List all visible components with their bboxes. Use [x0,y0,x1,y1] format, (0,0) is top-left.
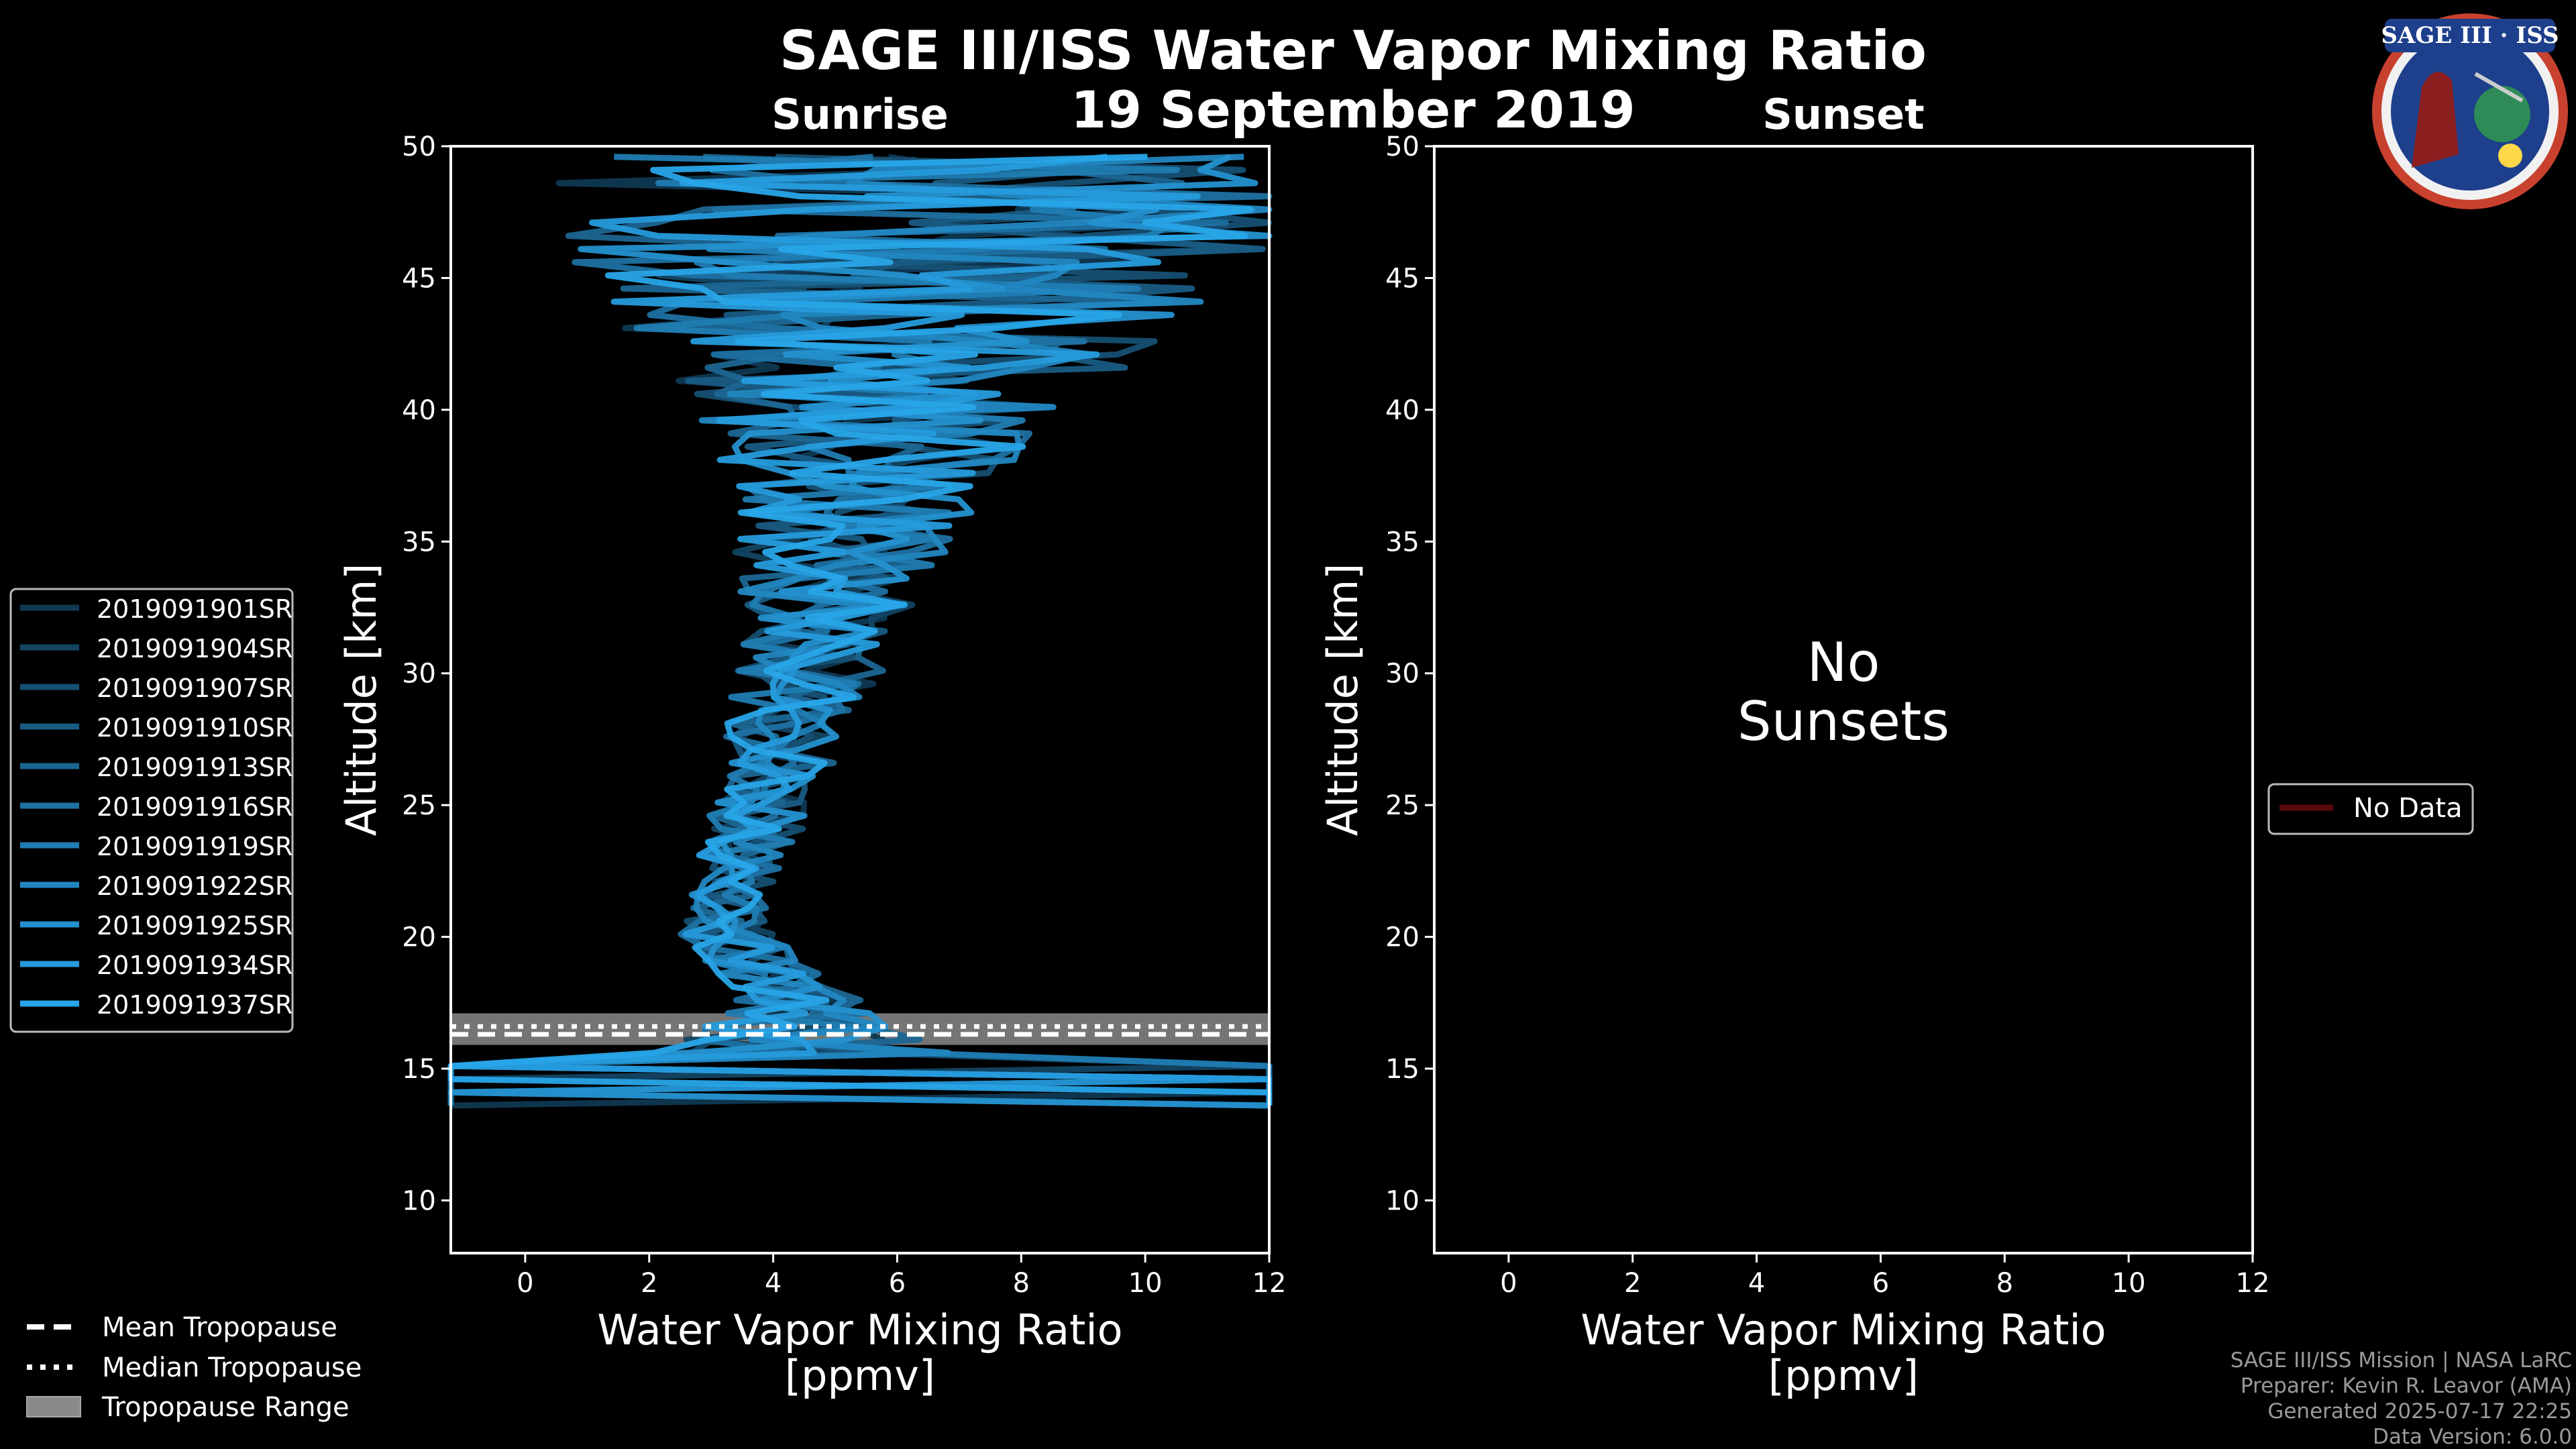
sunrise-y-tick-label: 30 [402,659,436,690]
sunset-y-tick-label: 15 [1385,1054,1419,1085]
sunset-y-tick-label: 25 [1385,790,1419,821]
sunset-y-tick-label: 40 [1385,395,1419,426]
legend-label-2019091919SR: 2019091919SR [97,832,292,861]
tropopause-range-swatch [26,1396,81,1417]
sunset-y-label: Altitude [km] [1318,564,1367,837]
sunrise-y-label: Altitude [km] [337,564,386,837]
sunrise-y-tick-label: 25 [402,790,436,821]
sunset-x-tick-label: 0 [1500,1268,1517,1299]
sunset-x-tick-label: 12 [2236,1268,2270,1299]
chart-title: SAGE III/ISS Water Vapor Mixing Ratio [780,19,1927,82]
sunrise-x-label: Water Vapor Mixing Ratio [597,1305,1122,1354]
logo-sun-shape [2498,144,2522,168]
sunset-x-tick-label: 6 [1872,1268,1889,1299]
footer-line-4: Data Version: 6.0.0 [2373,1425,2572,1449]
sunset-y-tick-label: 35 [1385,527,1419,557]
sunset-y-tick-label: 20 [1385,922,1419,953]
sunrise-subtitle: Sunrise [771,90,949,139]
sunrise-x-tick-label: 8 [1013,1268,1030,1299]
no-data-legend-label: No Data [2353,793,2463,824]
series-legend-box [9,588,294,1033]
legend-label-2019091913SR: 2019091913SR [97,753,292,782]
profile-line-2019091934SR [447,154,1273,1106]
sunset-x-tick-label: 4 [1748,1268,1765,1299]
sunset-plot-frame [1433,145,2254,1254]
legend-label-2019091901SR: 2019091901SR [97,594,292,624]
mean-tropopause-label: Mean Tropopause [102,1312,337,1343]
sunrise-y-tick-label: 45 [402,263,436,294]
sunrise-y-tick-label: 40 [402,395,436,426]
sunset-y-tick-label: 30 [1385,659,1419,690]
logo-banner [2385,19,2555,52]
sunrise-series-group [447,154,1273,1109]
sunset-y-tick-label: 50 [1385,131,1419,162]
legend-label-2019091934SR: 2019091934SR [97,951,292,980]
legend-label-2019091904SR: 2019091904SR [97,634,292,663]
sunset-subtitle: Sunset [1762,90,1925,139]
sunset-y-tick-label: 10 [1385,1185,1419,1216]
legend-label-2019091922SR: 2019091922SR [97,871,292,901]
sunset-legend: No Data [2267,783,2474,835]
sunrise-y-tick-label: 35 [402,527,436,557]
sunset-x-ticks: 0 2 4 6 8 10 12 [1500,1253,2269,1299]
logo-figure-shape [2412,72,2459,168]
sunrise-tropopause-lines [451,1024,1269,1037]
sunrise-panel: 0 2 4 6 8 10 12 10 15 20 25 30 35 40 45 50 Water Vapor… [337,131,1286,1400]
legend-label-2019091925SR: 2019091925SR [97,911,292,941]
series-legend: 2019091901SR 2019091904SR 2019091907SR 2019… [9,588,294,1033]
legend-label-2019091937SR: 2019091937SR [97,990,292,1020]
chart-date: 19 September 2019 [1071,80,1635,140]
footer-line-1: SAGE III/ISS Mission | NASA LaRC [2231,1348,2572,1373]
sunset-x-tick-label: 8 [1996,1268,2013,1299]
sunset-x-units: [ppmv] [1768,1351,1919,1400]
tropopause-range-label: Tropopause Range [101,1392,350,1423]
sunrise-x-tick-label: 12 [1252,1268,1287,1299]
footer-line-2: Preparer: Kevin R. Leavor (AMA) [2241,1374,2572,1398]
no-sunsets-line2: Sunsets [1737,690,1949,753]
legend-label-2019091910SR: 2019091910SR [97,713,292,743]
sunset-legend-box [2267,783,2474,835]
logo-station-shape [2474,72,2524,103]
profile-line-2019091916SR [447,154,1273,1106]
sunrise-x-units: [ppmv] [785,1351,935,1400]
sunrise-y-tick-label: 50 [402,131,436,162]
sunrise-x-tick-label: 6 [889,1268,906,1299]
sunrise-x-tick-label: 10 [1128,1268,1163,1299]
sunset-y-ticks: 10 15 20 25 30 35 40 45 50 [1385,131,1434,1216]
sunrise-x-tick-label: 2 [641,1268,657,1299]
sunrise-plot-frame [449,145,1271,1254]
sunrise-x-tick-label: 0 [517,1268,533,1299]
sunrise-x-ticks: 0 2 4 6 8 10 12 [517,1253,1286,1299]
sunset-x-tick-label: 2 [1624,1268,1641,1299]
footer: SAGE III/ISS Mission | NASA LaRC Prepare… [2231,1348,2572,1449]
logo-earth-shape [2474,86,2530,142]
sunrise-y-tick-label: 15 [402,1054,436,1085]
legend-label-2019091916SR: 2019091916SR [97,792,292,822]
logo-text: SAGE III · ISS [2381,22,2559,49]
sage-iss-logo: SAGE III · ISS [2372,13,2568,209]
sunrise-y-tick-label: 10 [402,1185,436,1216]
no-sunsets-line1: No [1807,631,1880,694]
sunset-x-tick-label: 10 [2112,1268,2146,1299]
sunrise-y-tick-label: 20 [402,922,436,953]
sunrise-x-tick-label: 4 [765,1268,782,1299]
footer-line-3: Generated 2025-07-17 22:25 [2267,1399,2572,1424]
legend-label-2019091907SR: 2019091907SR [97,674,292,703]
sunset-y-tick-label: 45 [1385,263,1419,294]
profile-line-2019091937SR [447,154,1273,1106]
sunrise-y-ticks: 10 15 20 25 30 35 40 45 50 [402,131,451,1216]
tropopause-legend: Mean Tropopause Median Tropopause Tropop… [26,1312,362,1423]
median-tropopause-label: Median Tropopause [102,1352,362,1383]
sunset-x-label: Water Vapor Mixing Ratio [1580,1305,2106,1354]
